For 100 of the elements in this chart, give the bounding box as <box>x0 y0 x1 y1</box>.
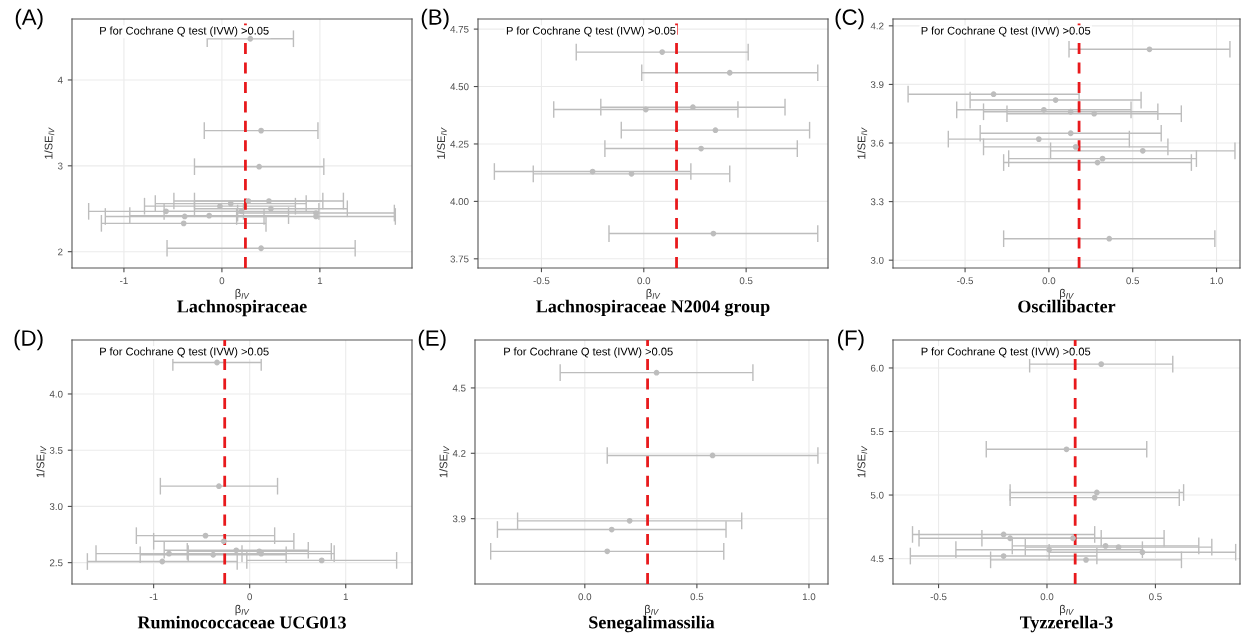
y-tick-label: 2 <box>58 248 63 256</box>
point <box>202 532 209 539</box>
point <box>1139 147 1146 154</box>
point <box>659 49 666 55</box>
point <box>1106 235 1113 242</box>
y-tick-label: 5.0 <box>870 491 884 499</box>
point <box>1098 361 1105 368</box>
point <box>1067 108 1074 115</box>
point <box>256 163 263 170</box>
point <box>258 127 264 134</box>
point <box>710 230 717 237</box>
point <box>318 557 325 564</box>
x-tick-label: -0.5 <box>930 593 947 601</box>
y-tick-label: 4.2 <box>452 450 466 457</box>
point <box>206 212 213 219</box>
point <box>712 127 719 134</box>
y-tick-label: 6.0 <box>870 364 884 372</box>
y-axis-title: 1/SE$_{IV}$ <box>436 127 447 159</box>
annotation: P for Cochrane Q test (IVW) >0.05 <box>921 347 1091 358</box>
x-tick-label: -1 <box>120 277 128 285</box>
x-tick-label: 0.5 <box>1126 277 1140 285</box>
annotation: P for Cochrane Q test (IVW) >0.05 <box>506 26 676 37</box>
text: (B) <box>421 8 449 30</box>
point <box>653 369 660 376</box>
x-tick-label: -1 <box>149 593 158 601</box>
point <box>210 551 217 558</box>
point <box>1040 106 1047 113</box>
y-axis-title: 1/SE$_{IV}$ <box>44 127 55 159</box>
point <box>1093 489 1100 496</box>
y-axis-title: 1/SE$_{IV}$ <box>857 127 868 159</box>
annotation: P for Cochrane Q test (IVW) >0.05 <box>921 26 1091 37</box>
text: Oscillibacter <box>1018 299 1116 313</box>
point <box>1099 155 1106 162</box>
point <box>268 205 274 212</box>
x-tick-label: -0.5 <box>533 277 550 285</box>
y-axis-title: 1/SE$_{IV}$ <box>857 445 868 478</box>
point <box>990 91 997 98</box>
point <box>1035 136 1042 142</box>
point <box>181 213 188 220</box>
x-axis-title: β$_{IV}$ <box>645 604 659 616</box>
text: (A) <box>15 8 43 30</box>
y-tick-label: 3.0 <box>49 503 63 511</box>
x-tick-label: 0.5 <box>1149 593 1162 601</box>
x-tick-label: 0.0 <box>1042 277 1056 285</box>
point <box>238 208 245 215</box>
y-tick-label: 5.5 <box>870 428 884 436</box>
annotation: P for Cochrane Q test (IVW) >0.05 <box>100 26 269 37</box>
point <box>1000 553 1007 559</box>
text: (C) <box>835 8 864 30</box>
text: Senegalimassilia <box>589 615 715 633</box>
point <box>1046 546 1053 553</box>
point <box>266 198 272 204</box>
y-tick-label: 4.2 <box>870 22 884 30</box>
x-tick-label: 0 <box>219 277 225 285</box>
y-tick-label: 3.5 <box>49 446 63 454</box>
x-tick-label: 0 <box>247 593 253 601</box>
point <box>163 208 169 215</box>
y-tick-label: 4.0 <box>49 390 63 398</box>
annotation: P for Cochrane Q test (IVW) >0.05 <box>100 347 269 358</box>
point <box>247 35 254 42</box>
point <box>1083 556 1089 563</box>
y-axis-title: 1/SE$_{IV}$ <box>439 445 450 478</box>
x-axis-title: β$_{IV}$ <box>646 288 661 300</box>
y-tick-label: 4.75 <box>450 25 469 33</box>
x-tick-label: 1.0 <box>802 593 816 601</box>
point <box>233 547 240 554</box>
x-axis-title: β$_{IV}$ <box>1060 604 1074 616</box>
point <box>1072 144 1079 150</box>
point <box>258 245 264 252</box>
point <box>1094 159 1101 166</box>
point <box>180 220 187 227</box>
y-tick-label: 3.9 <box>870 81 884 89</box>
x-tick-label: 0.0 <box>1040 593 1054 601</box>
x-tick-label: 0.5 <box>690 593 704 601</box>
point <box>216 483 222 490</box>
y-tick-label: 4.25 <box>450 140 469 148</box>
point <box>726 69 733 76</box>
y-tick-label: 3.6 <box>870 139 884 147</box>
point <box>1063 446 1070 453</box>
x-tick-label: 0.0 <box>637 277 651 285</box>
point <box>604 548 611 555</box>
x-axis-title: β$_{IV}$ <box>1060 288 1074 300</box>
point <box>589 168 596 175</box>
y-tick-label: 3.9 <box>452 515 466 523</box>
point <box>1000 531 1007 538</box>
x-tick-label: 1 <box>317 277 323 285</box>
point <box>159 558 166 565</box>
x-axis-title: β$_{IV}$ <box>235 604 250 616</box>
text: Lachnospiraceae <box>177 299 307 317</box>
point <box>1052 97 1059 103</box>
y-tick-label: 4.5 <box>452 384 466 392</box>
point <box>214 359 220 366</box>
point <box>1067 130 1074 137</box>
point <box>1091 110 1098 117</box>
point <box>698 145 704 152</box>
y-tick-label: 4.5 <box>870 555 884 563</box>
x-axis-title: β$_{IV}$ <box>235 288 250 300</box>
x-tick-label: -0.5 <box>957 277 974 285</box>
point <box>166 550 172 557</box>
point <box>1139 549 1146 556</box>
